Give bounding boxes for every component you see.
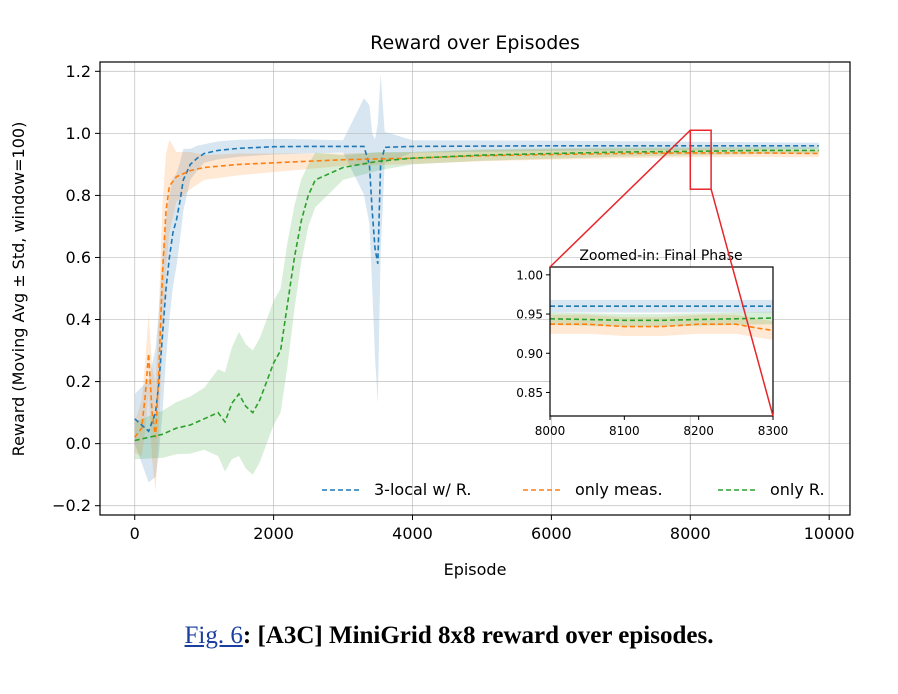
legend: 3-local w/ R. only meas. only R. <box>322 480 825 499</box>
inset-x-tick-label: 8100 <box>609 424 640 438</box>
y-tick-label: 1.0 <box>66 124 91 143</box>
inset-y-tick-label: 0.90 <box>516 347 543 361</box>
series-line-2 <box>134 152 819 438</box>
legend-label-3: only R. <box>770 480 825 499</box>
x-axis-label: Episode <box>444 560 507 579</box>
inset-band-2 <box>550 314 773 340</box>
inset-x-tick-label: 8300 <box>758 424 789 438</box>
x-tick-label: 8000 <box>670 524 711 543</box>
y-tick-label: 0.2 <box>66 372 91 391</box>
y-tick-label: 1.2 <box>66 62 91 81</box>
x-tick-label: 0 <box>130 524 140 543</box>
inset-line-3 <box>549 317 774 322</box>
inset-title: Zoomed-in: Final Phase <box>579 248 742 264</box>
legend-label-1: 3-local w/ R. <box>374 480 472 499</box>
figure-link[interactable]: Fig. 6 <box>184 622 243 649</box>
series-line-1 <box>134 145 819 433</box>
inset-x-tick-label: 8000 <box>535 424 566 438</box>
chart-title: Reward over Episodes <box>370 32 580 54</box>
inset-background <box>550 267 773 416</box>
y-tick-label: 0.4 <box>66 310 91 329</box>
inset-x-tick-label: 8200 <box>683 424 714 438</box>
y-tick-label: 0.6 <box>66 248 91 267</box>
inset-y-tick-label: 1.00 <box>516 268 543 282</box>
zoom-connector-line <box>549 129 691 268</box>
inset-line-2 <box>550 323 774 332</box>
series-band-3 <box>134 146 819 475</box>
y-tick-label: 0.0 <box>66 434 91 453</box>
inset-y-tick-label: 0.85 <box>516 386 543 400</box>
zoom-connector-line <box>710 189 774 417</box>
caption-text: : [A3C] MiniGrid 8x8 reward over episode… <box>242 622 714 649</box>
x-tick-label: 6000 <box>531 524 572 543</box>
legend-label-2: only meas. <box>575 480 663 499</box>
inset-frame <box>549 266 774 417</box>
y-tick-label: −0.2 <box>52 496 91 515</box>
inset-band-1 <box>550 299 773 313</box>
x-tick-label: 2000 <box>253 524 294 543</box>
series-line-3 <box>134 149 819 442</box>
reward-chart: Reward over Episodes 0 2000 4000 6000 8000 10… <box>9 32 855 579</box>
zoom-region-box <box>689 129 712 190</box>
series-band-2 <box>134 139 819 492</box>
main-plot-frame <box>99 61 851 516</box>
x-tick-label: 10000 <box>804 524 855 543</box>
y-tick-label: 0.8 <box>66 186 91 205</box>
x-tick-label: 4000 <box>392 524 433 543</box>
figure-caption: Fig. 6: [A3C] MiniGrid 8x8 reward over e… <box>0 622 898 650</box>
inset-y-tick-label: 0.95 <box>516 308 543 322</box>
y-axis-label: Reward (Moving Avg ± Std, window=100) <box>9 122 28 457</box>
inset-band-3 <box>550 311 773 327</box>
